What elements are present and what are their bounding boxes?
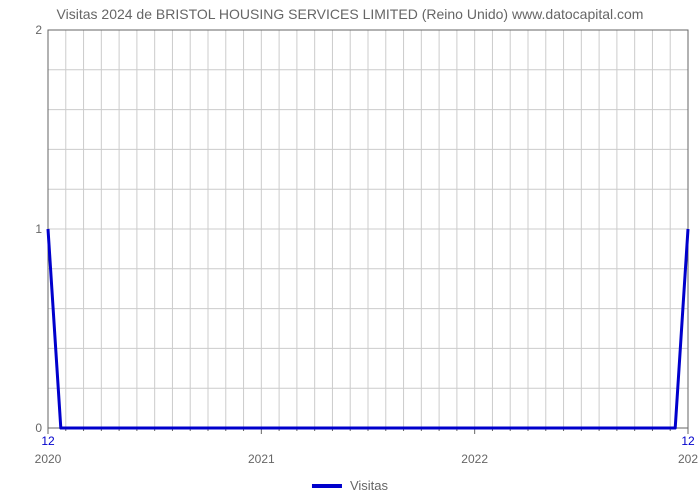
plot-area: 2020202120222020121212 xyxy=(48,30,688,428)
chart-container: Visitas 2024 de BRISTOL HOUSING SERVICES… xyxy=(0,0,700,500)
y-tick-label: 0 xyxy=(35,421,48,435)
legend-text: Visitas xyxy=(350,478,388,493)
legend: Visitas xyxy=(312,478,388,493)
x-tick-label: 202 xyxy=(678,452,698,466)
y-tick-label: 2 xyxy=(35,23,48,37)
y-tick-label: 1 xyxy=(35,222,48,236)
x-tick-label: 2022 xyxy=(461,452,488,466)
chart-title: Visitas 2024 de BRISTOL HOUSING SERVICES… xyxy=(0,6,700,22)
value-label: 12 xyxy=(41,434,54,448)
value-label: 12 xyxy=(681,434,694,448)
plot-svg xyxy=(48,30,688,428)
legend-swatch xyxy=(312,484,342,488)
x-tick-label: 2021 xyxy=(248,452,275,466)
x-tick-label: 2020 xyxy=(35,452,62,466)
